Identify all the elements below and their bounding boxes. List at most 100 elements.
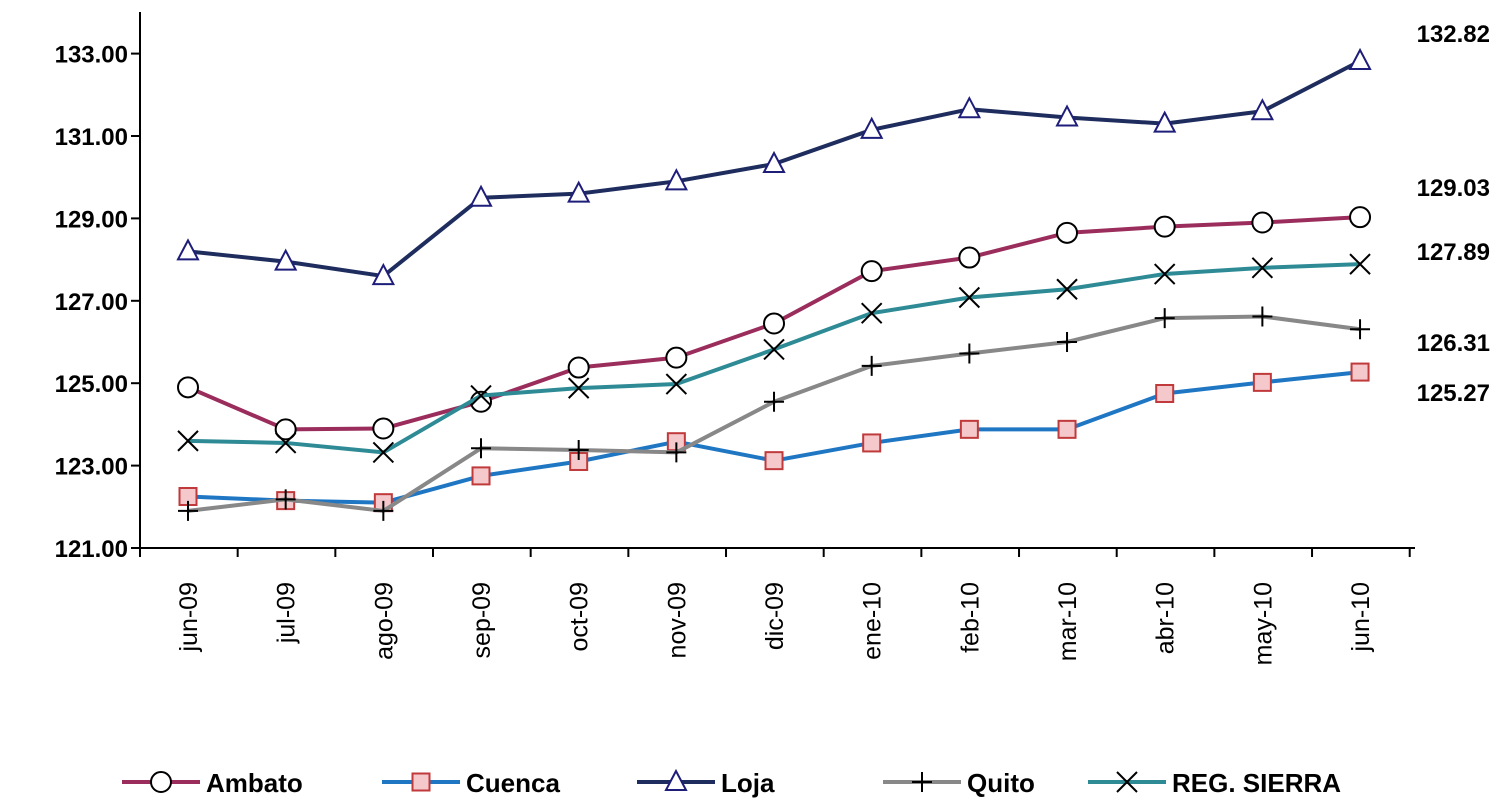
y-tick-label: 123.00 xyxy=(55,454,128,481)
y-tick-label: 131.00 xyxy=(55,124,128,151)
x-tick-label: feb-10 xyxy=(956,582,984,653)
legend-label: Quito xyxy=(967,768,1035,798)
data-point-loja xyxy=(1250,98,1275,121)
data-point-cuenca xyxy=(1057,419,1077,439)
end-value-labels: 132.82 129.03 127.89 126.31 125.27 xyxy=(1417,21,1490,407)
data-point-quito xyxy=(568,439,589,460)
x-tick-label: nov-09 xyxy=(663,582,691,658)
x-tick-label: oct-09 xyxy=(566,582,594,651)
legend-marker xyxy=(411,772,431,792)
legend-label: Cuenca xyxy=(466,768,560,798)
data-point-cuenca xyxy=(1155,384,1175,403)
data-point-loja xyxy=(274,248,298,271)
data-point-reg-sierra xyxy=(470,384,492,407)
data-point-ambato xyxy=(372,417,395,440)
end-value-label: 125.27 xyxy=(1417,380,1490,407)
data-point-quito xyxy=(1350,319,1371,340)
legend-item-quito: Quito xyxy=(883,768,1035,798)
data-point-loja xyxy=(567,180,591,203)
data-point-loja xyxy=(371,262,395,286)
legend-marker xyxy=(912,772,932,792)
data-point-reg-sierra xyxy=(177,430,199,452)
x-tick-label: abr-10 xyxy=(1152,582,1180,654)
data-point-loja xyxy=(1153,110,1177,133)
end-value-label: 129.03 xyxy=(1417,175,1490,202)
data-point-quito xyxy=(178,500,198,521)
y-tick-label: 129.00 xyxy=(55,206,128,233)
legend-marker xyxy=(664,768,688,791)
end-value-label: 132.82 xyxy=(1417,21,1490,48)
data-point-loja xyxy=(176,238,200,261)
data-point-loja xyxy=(957,96,982,119)
y-axis-ticks: 121.00 123.00 125.00 127.00 129.00 131.00 133.… xyxy=(55,42,140,563)
data-point-quito xyxy=(1057,332,1078,352)
legend-item-ambato: Ambato xyxy=(122,768,303,798)
series-ambato xyxy=(177,206,1372,441)
x-tick-label: jul-09 xyxy=(273,582,301,644)
data-point-ambato xyxy=(177,376,199,399)
x-tick-label: ene-10 xyxy=(859,582,887,660)
chart-axes xyxy=(139,12,1415,549)
x-tick-label: dic-09 xyxy=(761,582,789,650)
x-tick-label: jun-09 xyxy=(175,582,203,653)
data-point-loja xyxy=(762,150,786,174)
data-point-quito xyxy=(666,442,687,463)
legend-label: Ambato xyxy=(206,768,303,798)
x-tick-label: jun-10 xyxy=(1347,582,1375,653)
data-point-quito xyxy=(471,438,492,459)
x-tick-label: ago-09 xyxy=(370,582,398,660)
data-point-cuenca xyxy=(1350,362,1370,382)
data-point-loja xyxy=(469,184,493,207)
data-point-reg-sierra xyxy=(1153,263,1176,285)
y-tick-label: 121.00 xyxy=(55,536,128,563)
data-point-loja xyxy=(1348,47,1372,71)
data-point-ambato xyxy=(1153,215,1176,238)
data-point-quito xyxy=(861,355,882,376)
data-point-loja xyxy=(1055,104,1079,127)
data-point-reg-sierra xyxy=(1056,278,1078,300)
data-point-reg-sierra xyxy=(567,377,590,399)
legend-marker xyxy=(1116,771,1138,793)
data-point-ambato xyxy=(1349,206,1372,229)
legend-label: Loja xyxy=(721,768,775,798)
data-point-ambato xyxy=(958,246,981,269)
data-point-quito xyxy=(373,500,394,521)
series-cuenca xyxy=(178,362,1370,513)
data-point-ambato xyxy=(665,346,688,369)
legend-item-loja: Loja xyxy=(637,768,775,798)
data-point-cuenca xyxy=(959,419,979,439)
data-point-cuenca xyxy=(862,433,882,453)
data-point-ambato xyxy=(567,356,590,379)
data-point-loja xyxy=(664,168,689,191)
series-layer xyxy=(176,47,1372,521)
data-point-reg-sierra xyxy=(274,432,297,454)
data-point-quito xyxy=(1252,306,1273,327)
data-point-cuenca xyxy=(764,451,784,471)
data-point-quito xyxy=(275,489,296,510)
legend-item-cuenca: Cuenca xyxy=(382,768,560,798)
data-point-reg-sierra xyxy=(1251,257,1274,279)
data-point-quito xyxy=(764,391,785,412)
y-tick-label: 133.00 xyxy=(55,42,128,69)
y-tick-label: 127.00 xyxy=(55,289,128,316)
data-point-reg-sierra xyxy=(372,441,395,464)
series-quito xyxy=(178,306,1371,521)
data-point-ambato xyxy=(1251,211,1274,234)
legend-item-reg-sierra: REG. SIERRA xyxy=(1088,768,1341,798)
data-point-reg-sierra xyxy=(763,338,785,361)
legend-label: REG. SIERRA xyxy=(1172,768,1341,798)
data-point-loja xyxy=(860,116,884,139)
x-tick-label: mar-10 xyxy=(1054,582,1082,661)
data-point-ambato xyxy=(763,312,786,335)
data-point-ambato xyxy=(274,418,297,441)
legend-marker xyxy=(150,771,172,793)
x-tick-label: sep-09 xyxy=(468,582,496,658)
x-axis-ticks: jun-09 jul-09 ago-09 sep-09 oct-09 nov-09 dic-… xyxy=(139,548,1411,665)
data-point-cuenca xyxy=(1252,372,1272,392)
x-tick-label: may-10 xyxy=(1249,582,1277,665)
series-reg-sierra xyxy=(177,253,1371,464)
data-point-cuenca xyxy=(471,466,491,486)
series-line-reg-sierra xyxy=(187,262,1361,455)
end-value-label: 126.31 xyxy=(1417,330,1490,357)
